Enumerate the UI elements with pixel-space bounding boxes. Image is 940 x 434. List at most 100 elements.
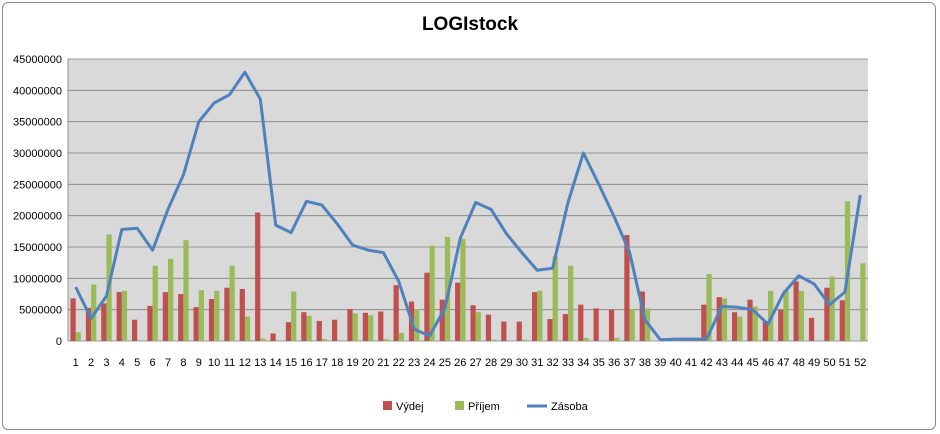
x-tick-label: 20 [362, 357, 374, 369]
bar-výdej [439, 299, 445, 341]
x-tick-label: 27 [470, 357, 482, 369]
bar-výdej [732, 312, 738, 341]
bar-výdej [193, 307, 199, 341]
bar-výdej [793, 281, 799, 341]
bar-příjem [721, 298, 728, 341]
x-tick-label: 50 [823, 357, 835, 369]
bar-příjem [860, 263, 866, 341]
x-tick-label: 6 [150, 357, 156, 369]
legend-swatch-příjem [455, 401, 464, 410]
y-tick-label: 35000000 [13, 117, 62, 129]
x-tick-label: 22 [393, 357, 405, 369]
x-tick-label: 48 [793, 357, 805, 369]
x-tick-label: 21 [377, 357, 389, 369]
x-tick-label: 40 [670, 357, 682, 369]
x-tick-label: 3 [103, 357, 109, 369]
bar-výdej [85, 307, 92, 341]
bar-výdej [208, 299, 215, 341]
legend-label: Příjem [468, 401, 500, 413]
bar-příjem [568, 265, 574, 341]
bar-výdej [624, 235, 630, 341]
bar-příjem [414, 309, 420, 341]
bar-výdej [455, 282, 461, 341]
x-tick-label: 43 [716, 357, 728, 369]
x-tick-label: 17 [316, 357, 328, 369]
bar-příjem [629, 309, 635, 341]
bar-výdej [132, 319, 138, 341]
bar-příjem [614, 337, 620, 341]
x-tick-label: 24 [423, 357, 435, 369]
bar-výdej [424, 272, 430, 341]
x-tick-label: 44 [731, 357, 743, 369]
x-tick-label: 49 [808, 357, 820, 369]
bar-příjem [75, 332, 81, 341]
bar-příjem [398, 332, 404, 341]
x-tick-label: 1 [73, 357, 79, 369]
bar-příjem [383, 339, 389, 341]
x-tick-label: 47 [777, 357, 789, 369]
bar-příjem [537, 290, 543, 341]
bar-výdej [270, 333, 276, 341]
bar-příjem [491, 339, 497, 341]
bar-příjem [737, 316, 743, 341]
x-tick-label: 15 [285, 357, 297, 369]
x-tick-label: 42 [700, 357, 712, 369]
x-tick-label: 37 [623, 357, 635, 369]
x-tick-label: 52 [854, 357, 866, 369]
bar-výdej [762, 320, 768, 341]
legend-label: Zásoba [551, 401, 589, 413]
x-tick-label: 16 [300, 357, 312, 369]
x-tick-label: 5 [134, 357, 140, 369]
bar-výdej [162, 292, 168, 341]
legend-swatch-výdej [383, 401, 392, 410]
bar-příjem [260, 338, 266, 341]
x-tick-label: 25 [439, 357, 451, 369]
x-tick-label: 29 [500, 357, 512, 369]
x-tick-label: 41 [685, 357, 697, 369]
bar-výdej [516, 321, 522, 341]
x-tick-label: 7 [165, 357, 171, 369]
x-tick-label: 8 [180, 357, 186, 369]
bar-výdej [639, 291, 645, 341]
x-tick-label: 31 [531, 357, 543, 369]
bar-výdej [778, 309, 784, 341]
legend-label: Výdej [396, 401, 424, 413]
bar-výdej [147, 305, 153, 341]
x-tick-label: 30 [516, 357, 528, 369]
x-tick-label: 33 [562, 357, 574, 369]
x-tick-label: 18 [331, 357, 343, 369]
bar-příjem [475, 312, 481, 341]
bar-příjem [244, 316, 251, 341]
y-tick-label: 25000000 [13, 179, 62, 191]
line-zasoba [74, 70, 862, 342]
bar-příjem [121, 290, 128, 341]
bar-výdej [593, 308, 599, 341]
bar-příjem [152, 265, 158, 341]
bar-příjem [198, 290, 204, 341]
bar-výdej [501, 321, 507, 341]
bar-příjem [444, 236, 451, 341]
x-tick-label: 46 [762, 357, 774, 369]
x-tick-label: 51 [839, 357, 851, 369]
bar-výdej [485, 314, 492, 341]
bar-příjem [183, 240, 189, 341]
bar-výdej [101, 303, 107, 341]
x-tick-label: 36 [608, 357, 620, 369]
bar-příjem [229, 265, 235, 341]
bar-výdej [578, 304, 584, 341]
legend: Výdej Příjem Zásoba [383, 401, 589, 413]
bar-výdej [316, 320, 322, 341]
y-tick-label: 0 [56, 336, 62, 348]
x-tick-label: 2 [88, 357, 94, 369]
bar-výdej [716, 297, 722, 341]
y-tick-label: 45000000 [13, 54, 62, 66]
chart-title: LOGIstock [421, 14, 519, 35]
y-tick-label: 5000000 [19, 305, 62, 317]
bar-výdej [839, 300, 845, 341]
x-tick-label: 11 [224, 357, 235, 369]
x-axis-ticks: 1 2 3 4 5 6 7 8 9 10 11 12 13 14 15 16 17 18 19 20 21 22 23 24 2… [73, 357, 867, 369]
x-tick-label: 39 [654, 357, 666, 369]
bar-výdej [562, 314, 568, 341]
bar-příjem [829, 276, 835, 341]
